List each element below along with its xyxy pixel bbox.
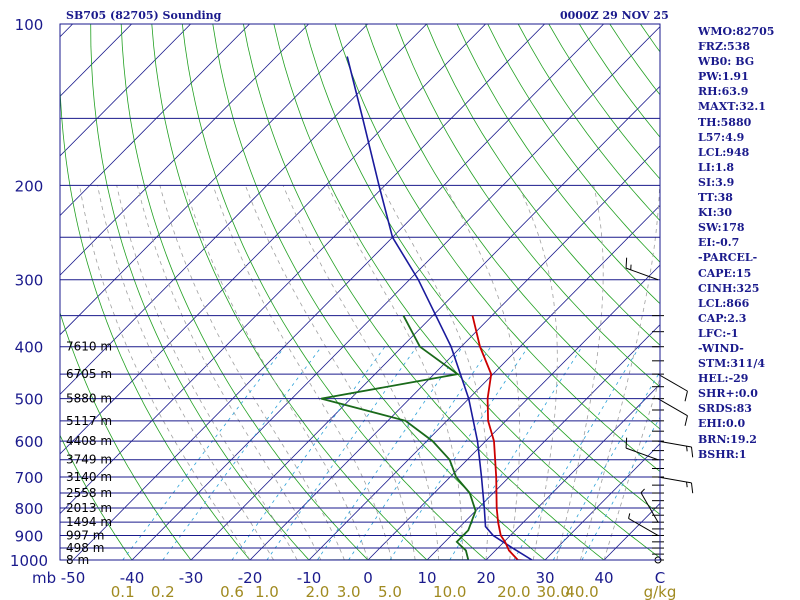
- temperature-tick-label: -50: [61, 569, 86, 587]
- stats-panel: WMO:82705 FRZ:538 WB0: BG PW:1.91 RH:63.9 MAX…: [698, 24, 798, 462]
- mixing-ratio-tick-label: 2.0: [305, 583, 329, 600]
- stat-line: CAPE:15: [698, 266, 798, 281]
- pressure-tick-label: 300: [15, 272, 44, 290]
- stat-line: BSHR:1: [698, 447, 798, 462]
- pressure-tick-label: 200: [15, 177, 44, 195]
- stat-line: TH:5880: [698, 115, 798, 130]
- stat-line: LFC:-1: [698, 326, 798, 341]
- stat-line: RH:63.9: [698, 84, 798, 99]
- stat-line: LCL:866: [698, 296, 798, 311]
- station-title: SB705 (82705) Sounding: [66, 9, 221, 22]
- height-label: 6705 m: [66, 367, 112, 381]
- mixing-ratio-tick-label: 0.1: [111, 583, 135, 600]
- stat-line: HEL:-29: [698, 371, 798, 386]
- pressure-tick-label: 800: [15, 500, 44, 518]
- mixing-ratio-tick-label: 1.0: [255, 583, 279, 600]
- mixing-ratio-tick-label: 10.0: [433, 583, 466, 600]
- mixing-ratio-tick-label: 40.0: [565, 583, 598, 600]
- wind-barb: [658, 374, 687, 401]
- stat-line: SI:3.9: [698, 175, 798, 190]
- pressure-tick-label: 900: [15, 527, 44, 545]
- y-axis-unit-label: mb: [32, 569, 56, 587]
- wind-barb: [658, 441, 693, 457]
- height-label: 2013 m: [66, 501, 112, 515]
- stat-line: SHR+:0.0: [698, 386, 798, 401]
- time-title: 0000Z 29 NOV 25: [560, 9, 669, 22]
- pressure-tick-label: 100: [15, 16, 44, 34]
- height-label: 3749 m: [66, 453, 112, 467]
- stat-line: SW:178: [698, 220, 798, 235]
- height-label: 5117 m: [66, 414, 112, 428]
- height-label: 3140 m: [66, 470, 112, 484]
- stat-line: SRDS:83: [698, 401, 798, 416]
- mixing-ratio-tick-label: 0.6: [220, 583, 244, 600]
- height-label: 2558 m: [66, 486, 112, 500]
- height-label: 1494 m: [66, 515, 112, 529]
- stat-line: L57:4.9: [698, 130, 798, 145]
- stat-line: CAP:2.3: [698, 311, 798, 326]
- stat-line: MAXT:32.1: [698, 99, 798, 114]
- pressure-tick-label: 400: [15, 339, 44, 357]
- height-label: 4408 m: [66, 434, 112, 448]
- stat-line: -WIND-: [698, 341, 798, 356]
- stat-line: FRZ:538: [698, 39, 798, 54]
- height-label: 7610 m: [66, 340, 112, 354]
- pressure-tick-label: 600: [15, 433, 44, 451]
- stat-line: EI:-0.7: [698, 235, 798, 250]
- stat-line: CINH:325: [698, 281, 798, 296]
- mixing-ratio-tick-label: 20.0: [497, 583, 530, 600]
- pressure-tick-label: 500: [15, 391, 44, 409]
- pressure-tick-label: 700: [15, 469, 44, 487]
- temperature-tick-label: 20: [476, 569, 495, 587]
- stat-line: BRN:19.2: [698, 432, 798, 447]
- stat-line: LI:1.8: [698, 160, 798, 175]
- mixing-ratio-tick-label: 3.0: [337, 583, 361, 600]
- height-label: 5880 m: [66, 392, 112, 406]
- stat-line: WMO:82705: [698, 24, 798, 39]
- wind-barb: [658, 399, 687, 426]
- stat-line: EHI:0.0: [698, 416, 798, 431]
- mixing-ratio-tick-label: 0.2: [151, 583, 175, 600]
- stat-line: PW:1.91: [698, 69, 798, 84]
- stat-line: STM:311/4: [698, 356, 798, 371]
- stat-line: TT:38: [698, 190, 798, 205]
- stat-line: LCL:948: [698, 145, 798, 160]
- stat-line: WB0: BG: [698, 54, 798, 69]
- temperature-tick-label: 0: [363, 569, 373, 587]
- mixing-ratio-tick-label: 5.0: [378, 583, 402, 600]
- temperature-tick-label: -30: [179, 569, 204, 587]
- pressure-tick-label: 1000: [10, 552, 48, 570]
- height-label: 8 m: [66, 553, 89, 567]
- isotherm-line: [0, 24, 14, 560]
- stat-line: -PARCEL-: [698, 250, 798, 265]
- mixing-ratio-unit-label: g/kg: [644, 583, 677, 600]
- stat-line: KI:30: [698, 205, 798, 220]
